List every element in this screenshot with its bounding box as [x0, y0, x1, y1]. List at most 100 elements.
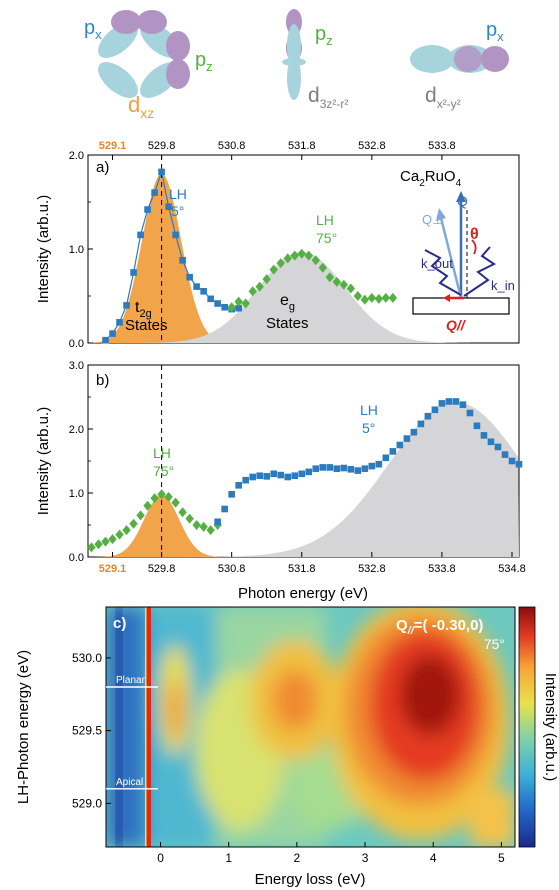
data-point-square [354, 467, 362, 474]
x-tick-label: 1 [225, 851, 232, 865]
colorbar-label: Intensity (arb.u.) [542, 673, 559, 781]
x-tick-label: 534.8 [498, 563, 526, 575]
data-point-square [256, 472, 263, 480]
data-point-diamond [185, 513, 194, 524]
panel-c-xlabel: Energy loss (eV) [255, 871, 366, 888]
x-top-tick-label: 529.1 [99, 140, 127, 152]
data-point-diamond [339, 279, 348, 290]
x-tick-label: 5 [498, 851, 505, 865]
data-point-diamond [241, 298, 250, 309]
panel-b-axes: 0.0 1.0 2.0 3.0 529.1 529.8 530.8 531.8 532.8 533… [69, 360, 526, 575]
series-label-b-lh75-line1: LH [153, 445, 171, 461]
data-point-square [452, 398, 460, 405]
data-point-square [270, 470, 278, 478]
data-point-square [179, 256, 186, 264]
d3z2-r2-label: d3z²-r² [308, 84, 348, 111]
x-tick-label: 529.1 [99, 563, 127, 575]
data-point-square [305, 468, 313, 476]
panel-c-ylabel: LH-Photon energy (eV) [15, 650, 32, 804]
data-point-square [102, 336, 109, 344]
q-arrow-head [456, 191, 466, 202]
data-point-square [172, 231, 179, 239]
y-tick-label: 2.0 [69, 150, 84, 162]
data-point-square [123, 302, 130, 309]
data-point-square [235, 482, 242, 489]
kin-label: k_in [491, 278, 515, 293]
scattering-geometry: Q Q⊥ θ k_out k_in Q// [412, 191, 515, 333]
x-tick-label: 4 [430, 851, 437, 865]
data-point-diamond [255, 281, 264, 292]
data-point-square [438, 400, 446, 407]
x-tick-label: 532.8 [358, 563, 386, 575]
pz-label-2: pz [315, 23, 333, 48]
panel-c-label: c) [113, 615, 126, 632]
data-point-diamond [346, 283, 356, 294]
kin-wave [463, 246, 496, 297]
data-point-square [515, 460, 523, 468]
data-point-square [228, 490, 235, 498]
panel-a-ylabel: Intensity (arb.u.) [35, 195, 52, 303]
y-tick-label: 0.0 [69, 552, 84, 564]
panel-c-frame [105, 606, 516, 848]
data-point-diamond [157, 489, 166, 500]
reference-label-apical: Apical [116, 777, 143, 788]
data-point-square [389, 448, 397, 455]
data-point-diamond [283, 253, 292, 264]
panel-c: Planar Apical 0 1 2 3 4 5 530.0 529.5 529.0 c) Q/… [15, 606, 559, 888]
data-point-diamond [325, 272, 334, 283]
data-point-square [466, 409, 474, 417]
panel-b-markers [87, 398, 523, 553]
data-point-square [347, 466, 355, 473]
y-tick-label: 0.0 [69, 338, 84, 350]
series-label-lh75-line2: 75° [316, 230, 337, 246]
t2g-states-label: States [125, 317, 168, 334]
data-point-square [340, 464, 348, 472]
data-point-diamond [143, 500, 152, 511]
dxz-lobes [98, 10, 190, 98]
x-tick-label: 2 [294, 851, 301, 865]
data-point-diamond [381, 292, 391, 303]
data-point-diamond [290, 250, 299, 261]
data-point-square [284, 473, 292, 481]
kout-wave [424, 249, 462, 296]
eg-label: eg [280, 292, 295, 313]
data-point-diamond [262, 274, 271, 285]
y-tick-label: 529.0 [72, 796, 102, 810]
data-point-diamond [206, 525, 215, 536]
data-point-square [473, 422, 481, 430]
y-tick-label: 2.0 [69, 424, 84, 436]
data-point-square [319, 464, 327, 471]
panel-a-label: a) [96, 159, 109, 176]
panel-b-ylabel: Intensity (arb.u.) [35, 407, 52, 515]
data-point-square [130, 269, 137, 276]
theta-arc [471, 239, 477, 255]
data-point-diamond [94, 539, 103, 550]
series-label-lh75-line1: LH [316, 212, 334, 228]
d3z2-lobes [282, 9, 306, 100]
data-point-square [480, 432, 488, 439]
data-point-diamond [360, 294, 370, 305]
data-point-square [459, 401, 467, 408]
data-point-square [186, 273, 193, 281]
data-point-square [368, 462, 376, 470]
qperp-label: Q⊥ [422, 212, 443, 227]
data-point-diamond [269, 264, 278, 275]
data-point-square [501, 451, 509, 458]
panel-c-axes: 0 1 2 3 4 5 530.0 529.5 529.0 [72, 651, 505, 865]
qpar-arrow-head [443, 294, 450, 302]
qpar-label: Q// [446, 317, 467, 333]
x-top-tick-label: 529.8 [148, 140, 176, 152]
data-point-square [361, 465, 369, 472]
data-point-diamond [227, 302, 236, 313]
data-point-diamond [101, 536, 110, 547]
peak-fill-t2g [88, 173, 519, 343]
panel-b: 0.0 1.0 2.0 3.0 529.1 529.8 530.8 531.8 532.8 533… [35, 360, 526, 602]
data-point-diamond [150, 493, 159, 504]
data-point-square [277, 471, 285, 479]
peak-fill-eg [88, 251, 519, 343]
sample-block [412, 297, 510, 315]
data-point-square [431, 406, 439, 414]
y-tick-label: 529.5 [72, 724, 102, 738]
series-label-b-lh75-line2: 75° [153, 463, 174, 479]
